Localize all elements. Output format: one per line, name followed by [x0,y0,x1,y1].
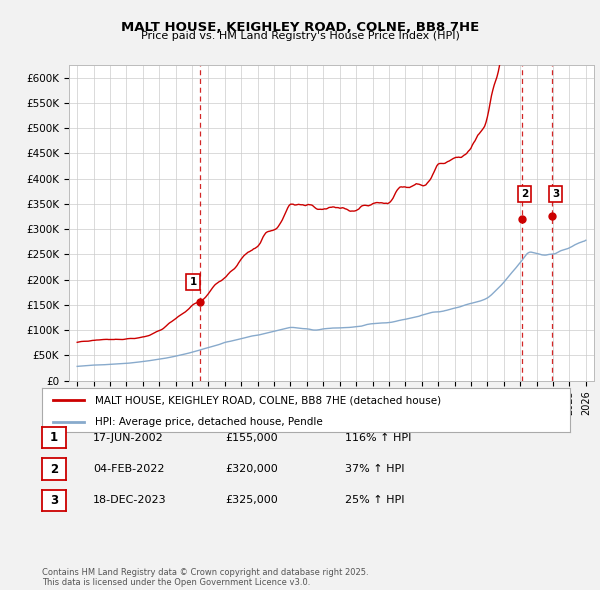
Text: 04-FEB-2022: 04-FEB-2022 [93,464,164,474]
Text: 17-JUN-2002: 17-JUN-2002 [93,433,164,442]
Text: 2: 2 [521,189,529,199]
Text: £325,000: £325,000 [225,496,278,505]
Text: £320,000: £320,000 [225,464,278,474]
Text: 1: 1 [190,277,197,287]
Text: MALT HOUSE, KEIGHLEY ROAD, COLNE, BB8 7HE: MALT HOUSE, KEIGHLEY ROAD, COLNE, BB8 7H… [121,21,479,34]
Text: Contains HM Land Registry data © Crown copyright and database right 2025.
This d: Contains HM Land Registry data © Crown c… [42,568,368,587]
Text: £155,000: £155,000 [225,433,278,442]
Text: 2: 2 [50,463,58,476]
Text: 3: 3 [50,494,58,507]
Text: 37% ↑ HPI: 37% ↑ HPI [345,464,404,474]
Text: HPI: Average price, detached house, Pendle: HPI: Average price, detached house, Pend… [95,417,323,427]
Text: 1: 1 [50,431,58,444]
Text: 25% ↑ HPI: 25% ↑ HPI [345,496,404,505]
Text: 18-DEC-2023: 18-DEC-2023 [93,496,167,505]
Text: 3: 3 [552,189,559,199]
Text: MALT HOUSE, KEIGHLEY ROAD, COLNE, BB8 7HE (detached house): MALT HOUSE, KEIGHLEY ROAD, COLNE, BB8 7H… [95,395,441,405]
Text: Price paid vs. HM Land Registry's House Price Index (HPI): Price paid vs. HM Land Registry's House … [140,31,460,41]
Text: 116% ↑ HPI: 116% ↑ HPI [345,433,412,442]
